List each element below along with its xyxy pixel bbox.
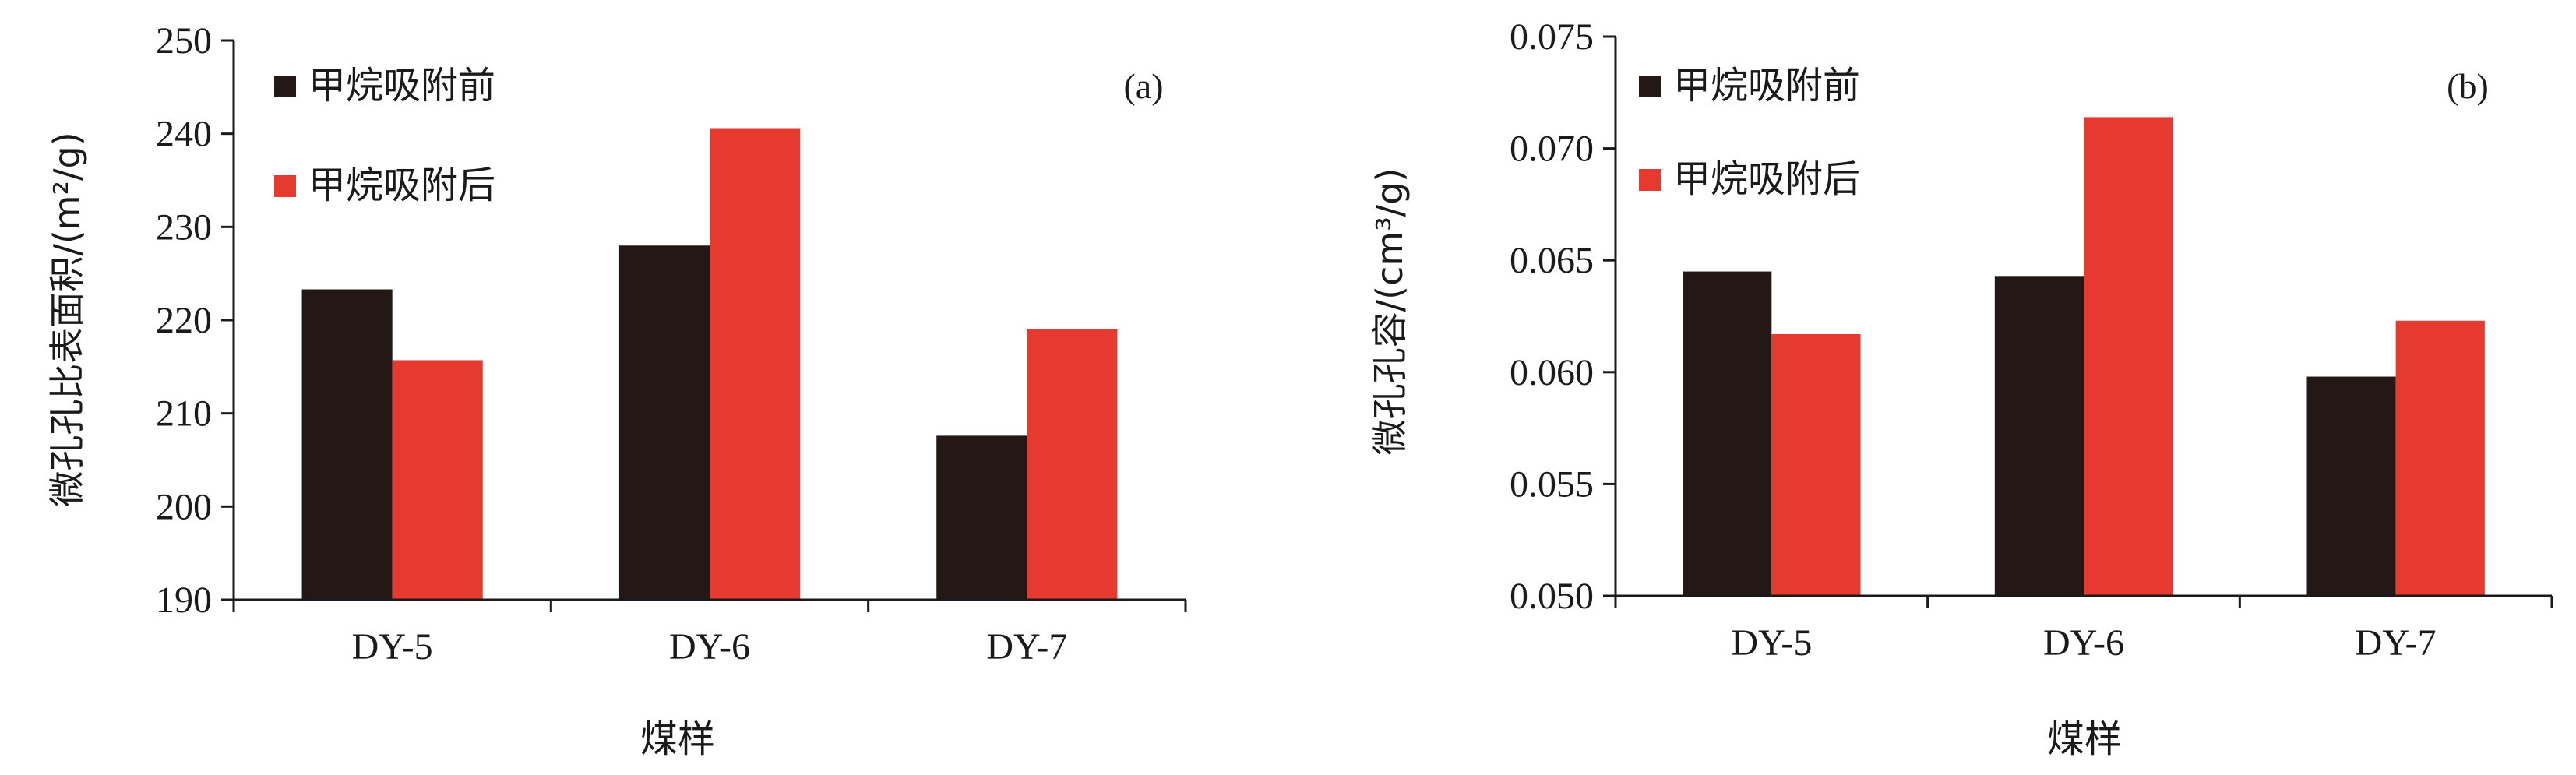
panel-a-y-tick-label: 210 — [156, 393, 212, 435]
panel-a-x-axis-label: 煤样 — [640, 717, 715, 761]
panel-b-y-tick-label: 0.055 — [1510, 463, 1594, 505]
panel-a-y-tick-label: 230 — [156, 206, 212, 248]
panel-a-bar-after-dy-7 — [1027, 329, 1118, 600]
panel-a-bar-before-dy-7 — [936, 435, 1027, 600]
panel-b-y-tick-label: 0.060 — [1510, 352, 1594, 393]
panel-b-label: (b) — [2447, 66, 2489, 106]
panel-a-y-tick-label: 240 — [156, 114, 212, 155]
panel-b-legend-label-before: 甲烷吸附前 — [1673, 64, 1860, 107]
panel-b-chart: 0.050 0.055 0.060 0.065 0.070 0.075 DY-5 DY-6 D… — [1369, 16, 2553, 761]
panel-b-legend-label-after: 甲烷吸附后 — [1673, 157, 1860, 201]
panel-b-y-axis-label: 微孔孔容/(cm³/g) — [1369, 168, 1411, 456]
panel-b-y-tick-label: 0.070 — [1510, 129, 1594, 170]
panel-b-legend-swatch-after — [1639, 169, 1661, 191]
panel-b-x-tick-label: DY-7 — [2356, 622, 2437, 664]
panel-a-y-tick-label: 200 — [156, 486, 212, 527]
panel-b-bar-before-dy-5 — [1683, 271, 1772, 596]
panel-b-x-tick-label: DY-5 — [1731, 622, 1812, 664]
panel-b-bar-before-dy-6 — [1994, 276, 2084, 596]
panel-a-legend-swatch-after — [274, 175, 296, 197]
panel-a-legend-swatch-before — [274, 76, 296, 97]
panel-a-label: (a) — [1123, 66, 1163, 106]
panel-a-x-tick-label: DY-5 — [352, 626, 433, 668]
panel-a-legend-label-after: 甲烷吸附后 — [308, 164, 495, 207]
panel-a-bar-before-dy-6 — [618, 245, 710, 600]
panel-b-x-axis-label: 煤样 — [2047, 717, 2122, 761]
panel-b-bar-before-dy-7 — [2306, 376, 2396, 596]
panel-a-bar-before-dy-5 — [301, 289, 393, 600]
panel-b-y-tick-label: 0.075 — [1510, 16, 1594, 58]
panel-b-bar-after-dy-6 — [2084, 117, 2173, 597]
panel-b-bar-after-dy-7 — [2395, 320, 2485, 596]
panel-a-y-axis-label: 微孔孔比表面积/(m²/g) — [46, 132, 88, 506]
panel-a-x-tick-label: DY-7 — [986, 626, 1067, 668]
panel-a-y-tick-label: 220 — [156, 300, 212, 341]
panel-a-chart: 190 200 210 220 230 240 250 DY-5 DY-6 DY-7 微孔孔比表… — [46, 20, 1187, 761]
panel-a-legend-label-before: 甲烷吸附前 — [308, 64, 495, 107]
panel-a-bar-after-dy-5 — [392, 360, 483, 600]
panel-b-y-tick-label: 0.065 — [1510, 240, 1594, 281]
panel-a-x-tick-label: DY-6 — [669, 626, 750, 668]
panel-b-legend-swatch-before — [1639, 76, 1661, 97]
panel-a-y-tick-label: 190 — [156, 579, 212, 621]
panel-b-y-tick-label: 0.050 — [1510, 576, 1594, 617]
panel-a-y-tick-label: 250 — [156, 20, 212, 62]
panel-b-x-tick-label: DY-6 — [2043, 622, 2124, 664]
panel-a-bar-after-dy-6 — [710, 128, 801, 600]
panel-b-bar-after-dy-5 — [1771, 333, 1861, 596]
